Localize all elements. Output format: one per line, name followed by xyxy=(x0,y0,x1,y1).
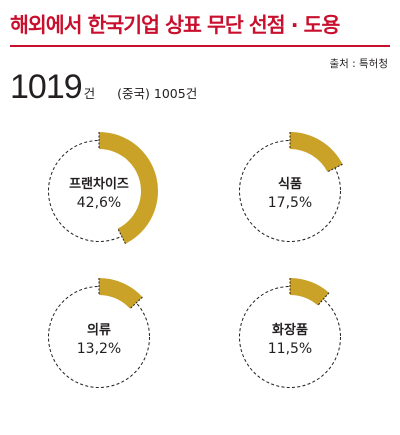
donut-segment xyxy=(99,132,159,244)
value-label: 17,5% xyxy=(268,195,312,211)
donut-segment xyxy=(290,132,343,172)
donut-segment xyxy=(290,278,330,306)
value-label: 42,6% xyxy=(77,195,121,211)
segment-edge xyxy=(117,228,126,244)
donut-segment xyxy=(99,278,143,309)
segment-edge xyxy=(129,296,143,310)
source-note: 출처 : 특허청 xyxy=(329,58,388,70)
category-label: 화장품 xyxy=(272,322,308,338)
page-title: 해외에서 한국기업 상표 무단 선점 · 도용 xyxy=(10,13,340,37)
segment-edge xyxy=(327,163,343,173)
value-label: 13,2% xyxy=(77,341,121,357)
segment-edge xyxy=(317,292,330,306)
total-count: 1019 건 (중국) 1005건 xyxy=(10,68,197,107)
total-value: 1019 xyxy=(10,68,83,106)
category-label: 의류 xyxy=(87,322,111,338)
donut-ring xyxy=(48,286,150,388)
china-count: (중국) 1005건 xyxy=(117,86,198,101)
category-label: 프랜차이즈 xyxy=(69,176,129,192)
category-label: 식품 xyxy=(278,176,302,192)
donut-ring xyxy=(239,140,341,242)
total-unit: 건 xyxy=(83,86,96,101)
title-divider xyxy=(10,45,390,47)
donut-ring xyxy=(239,286,341,388)
value-label: 11,5% xyxy=(268,341,312,357)
